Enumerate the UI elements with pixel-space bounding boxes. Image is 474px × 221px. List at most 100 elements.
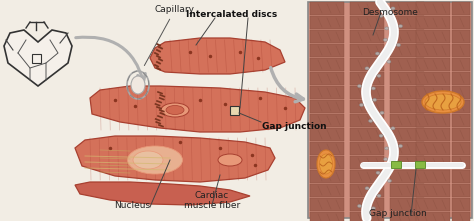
Bar: [390, 58, 424, 71]
Ellipse shape: [385, 27, 389, 30]
Bar: [390, 72, 424, 85]
Ellipse shape: [365, 187, 369, 190]
Bar: [390, 170, 424, 183]
Bar: [416, 16, 450, 29]
Ellipse shape: [399, 145, 402, 148]
Bar: [452, 170, 470, 183]
Bar: [350, 142, 384, 155]
Bar: [390, 156, 424, 169]
Bar: [310, 114, 344, 127]
Text: Gap junction: Gap junction: [262, 122, 327, 131]
Ellipse shape: [397, 163, 401, 166]
Text: Cardiac
muscle fiber: Cardiac muscle fiber: [184, 191, 240, 210]
Polygon shape: [4, 30, 72, 86]
Bar: [416, 72, 450, 85]
Ellipse shape: [371, 87, 375, 90]
Bar: [452, 16, 470, 29]
Bar: [310, 2, 344, 15]
Bar: [416, 2, 450, 15]
Polygon shape: [75, 182, 250, 205]
Bar: [416, 156, 450, 169]
Ellipse shape: [383, 158, 388, 161]
Bar: [452, 156, 470, 169]
Bar: [452, 2, 470, 15]
Ellipse shape: [373, 98, 376, 101]
Bar: [350, 58, 384, 71]
Bar: [310, 142, 344, 155]
Bar: [391, 161, 401, 168]
Text: Gap junction: Gap junction: [369, 209, 427, 218]
Ellipse shape: [133, 151, 163, 169]
Ellipse shape: [385, 147, 389, 150]
Ellipse shape: [317, 150, 335, 178]
Bar: [390, 114, 424, 127]
Bar: [390, 30, 424, 43]
Ellipse shape: [377, 74, 381, 77]
Bar: [310, 184, 344, 197]
Bar: [416, 212, 450, 221]
Bar: [416, 114, 450, 127]
Bar: [350, 100, 384, 113]
Ellipse shape: [357, 85, 362, 88]
Text: Capillary: Capillary: [145, 5, 195, 66]
Bar: [310, 128, 344, 141]
Bar: [350, 2, 384, 15]
Ellipse shape: [383, 38, 387, 41]
Bar: [452, 72, 470, 85]
Bar: [390, 198, 424, 211]
Bar: [310, 156, 344, 169]
Bar: [416, 44, 450, 57]
Bar: [452, 30, 470, 43]
Bar: [310, 170, 344, 183]
Ellipse shape: [377, 194, 381, 197]
Bar: [310, 198, 344, 211]
Ellipse shape: [425, 94, 461, 110]
Bar: [416, 184, 450, 197]
Ellipse shape: [375, 52, 380, 55]
Ellipse shape: [387, 179, 392, 182]
Ellipse shape: [359, 103, 364, 107]
Bar: [350, 198, 384, 211]
Bar: [350, 156, 384, 169]
Bar: [390, 128, 424, 141]
Ellipse shape: [379, 14, 383, 17]
Bar: [350, 30, 384, 43]
Bar: [452, 212, 470, 221]
Bar: [415, 161, 425, 168]
Ellipse shape: [371, 207, 375, 210]
Bar: [416, 30, 450, 43]
Bar: [390, 100, 424, 113]
Bar: [416, 170, 450, 183]
Ellipse shape: [319, 154, 332, 174]
Bar: [310, 58, 344, 71]
Bar: [452, 114, 470, 127]
Ellipse shape: [357, 204, 362, 208]
Bar: [452, 184, 470, 197]
Ellipse shape: [128, 146, 182, 174]
Bar: [416, 100, 450, 113]
Polygon shape: [75, 136, 275, 182]
Bar: [310, 100, 344, 113]
Text: Intercalated discs: Intercalated discs: [186, 10, 278, 19]
Bar: [310, 44, 344, 57]
Ellipse shape: [365, 67, 369, 70]
Bar: [310, 86, 344, 99]
Bar: [350, 128, 384, 141]
Bar: [32, 54, 41, 63]
Polygon shape: [90, 86, 305, 132]
Bar: [452, 142, 470, 155]
Bar: [350, 184, 384, 197]
Ellipse shape: [391, 127, 395, 130]
Bar: [452, 100, 470, 113]
Ellipse shape: [376, 171, 380, 174]
Ellipse shape: [391, 7, 395, 10]
Bar: [416, 198, 450, 211]
Bar: [310, 30, 344, 43]
Bar: [452, 198, 470, 211]
Ellipse shape: [396, 44, 401, 46]
Text: Desmosome: Desmosome: [362, 8, 418, 17]
Ellipse shape: [399, 25, 402, 28]
Bar: [310, 212, 344, 221]
Bar: [452, 44, 470, 57]
Bar: [416, 142, 450, 155]
